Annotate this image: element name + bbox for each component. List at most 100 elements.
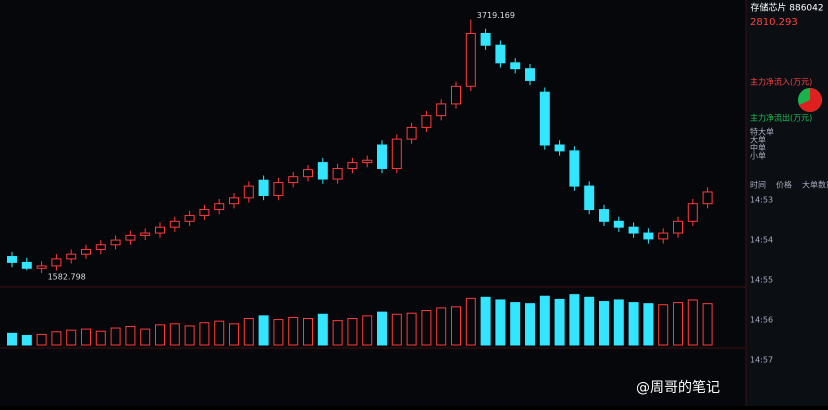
volume-bar (702, 303, 713, 346)
candle-body (95, 244, 106, 250)
candle-body (480, 32, 491, 46)
candle-body (391, 138, 402, 169)
volume-bar (214, 320, 225, 346)
volume-bar (525, 303, 535, 346)
low-label: 1582.798 (48, 272, 86, 281)
volume-bar (599, 301, 609, 346)
candle-body (451, 85, 461, 105)
candle-body (362, 159, 373, 164)
candle-body (613, 220, 624, 228)
time-cell: 14:53 (750, 196, 773, 205)
order-label: 特大单 (750, 127, 774, 137)
volume-bar (7, 332, 17, 346)
candle-body (599, 209, 609, 222)
candle-body (317, 162, 328, 180)
inflow-label: 主力净流入(万元) (750, 77, 812, 87)
volume-bar (613, 299, 624, 346)
volume-bar (51, 331, 62, 346)
candle-body (110, 239, 121, 246)
order-label: 小单 (750, 151, 766, 161)
candle-body (199, 209, 210, 216)
volume-bar (140, 328, 151, 346)
volume-bar (584, 296, 595, 346)
volume-bar (199, 322, 210, 346)
volume-bar (273, 319, 284, 346)
candle-body (510, 62, 521, 70)
pie (799, 88, 822, 112)
volume-bar (510, 302, 521, 346)
candle-body (66, 253, 77, 260)
candle-body (673, 220, 683, 234)
volume-bar (451, 306, 461, 346)
candle-body (436, 103, 447, 117)
candle-body (51, 258, 62, 267)
candle-body (406, 126, 417, 140)
volume-bar (332, 320, 343, 346)
volume-bar (673, 302, 683, 346)
volume-bar (480, 296, 491, 346)
volume-bar (391, 313, 402, 346)
volume-bar (465, 297, 476, 346)
candle-body (21, 261, 32, 269)
candle-body (303, 169, 313, 178)
volume-bar (81, 328, 91, 346)
time-cell: 14:54 (750, 236, 773, 245)
volume-bar (110, 327, 121, 346)
table-head: 大单数量 (802, 180, 828, 190)
volume-bar (169, 323, 180, 346)
candle-body (658, 232, 669, 240)
candle-body (643, 232, 654, 240)
candle-body (702, 191, 713, 205)
volume-bar (643, 303, 654, 346)
volume-bar (377, 311, 387, 346)
candle-body (525, 68, 535, 81)
candle-body (554, 144, 565, 152)
candle-body (539, 91, 550, 146)
watermark: @周哥的笔记 (636, 380, 720, 396)
volume-bar (347, 318, 358, 346)
volume-bar (36, 333, 47, 346)
volume-bar (303, 318, 313, 346)
candle-body (687, 203, 698, 222)
volume-bar (95, 330, 106, 346)
order-label: 中单 (750, 143, 766, 153)
volume-bar (406, 312, 417, 346)
high-label: 3719.169 (477, 11, 515, 20)
candle-body (584, 185, 595, 211)
volume-bar (436, 307, 447, 346)
candle-body (288, 176, 299, 184)
time-cell: 14:55 (750, 276, 773, 285)
candle-body (229, 197, 239, 205)
candle-body (36, 265, 47, 269)
candle-body (81, 248, 91, 255)
candle-body (7, 256, 17, 263)
candle-body (628, 226, 639, 234)
candle-body (155, 226, 165, 234)
time-cell: 14:56 (750, 316, 773, 325)
candle-body (169, 220, 180, 228)
candle-body (184, 214, 195, 222)
volume-bar (658, 304, 669, 346)
candle-body (495, 44, 506, 64)
candle-body (421, 115, 432, 128)
side-panel (746, 0, 828, 406)
volume-bar (21, 334, 32, 346)
candle-body (258, 179, 269, 196)
candle-body (140, 232, 151, 236)
time-cell: 14:57 (750, 356, 773, 365)
volume-bar (184, 325, 195, 346)
volume-bar (554, 298, 565, 346)
volume-bar (258, 315, 269, 346)
stock-title: 存储芯片 886042 (750, 2, 823, 14)
volume-bar (421, 310, 432, 346)
candle-body (377, 144, 387, 169)
volume-bar (687, 299, 698, 346)
volume-bar (628, 302, 639, 346)
volume-bar (125, 325, 136, 346)
volume-bar (229, 323, 239, 346)
volume-bar (243, 318, 254, 346)
volume-bar (569, 294, 580, 346)
outflow-label: 主力净流出(万元) (750, 113, 812, 123)
stock-price: 2810.293 (750, 17, 798, 28)
